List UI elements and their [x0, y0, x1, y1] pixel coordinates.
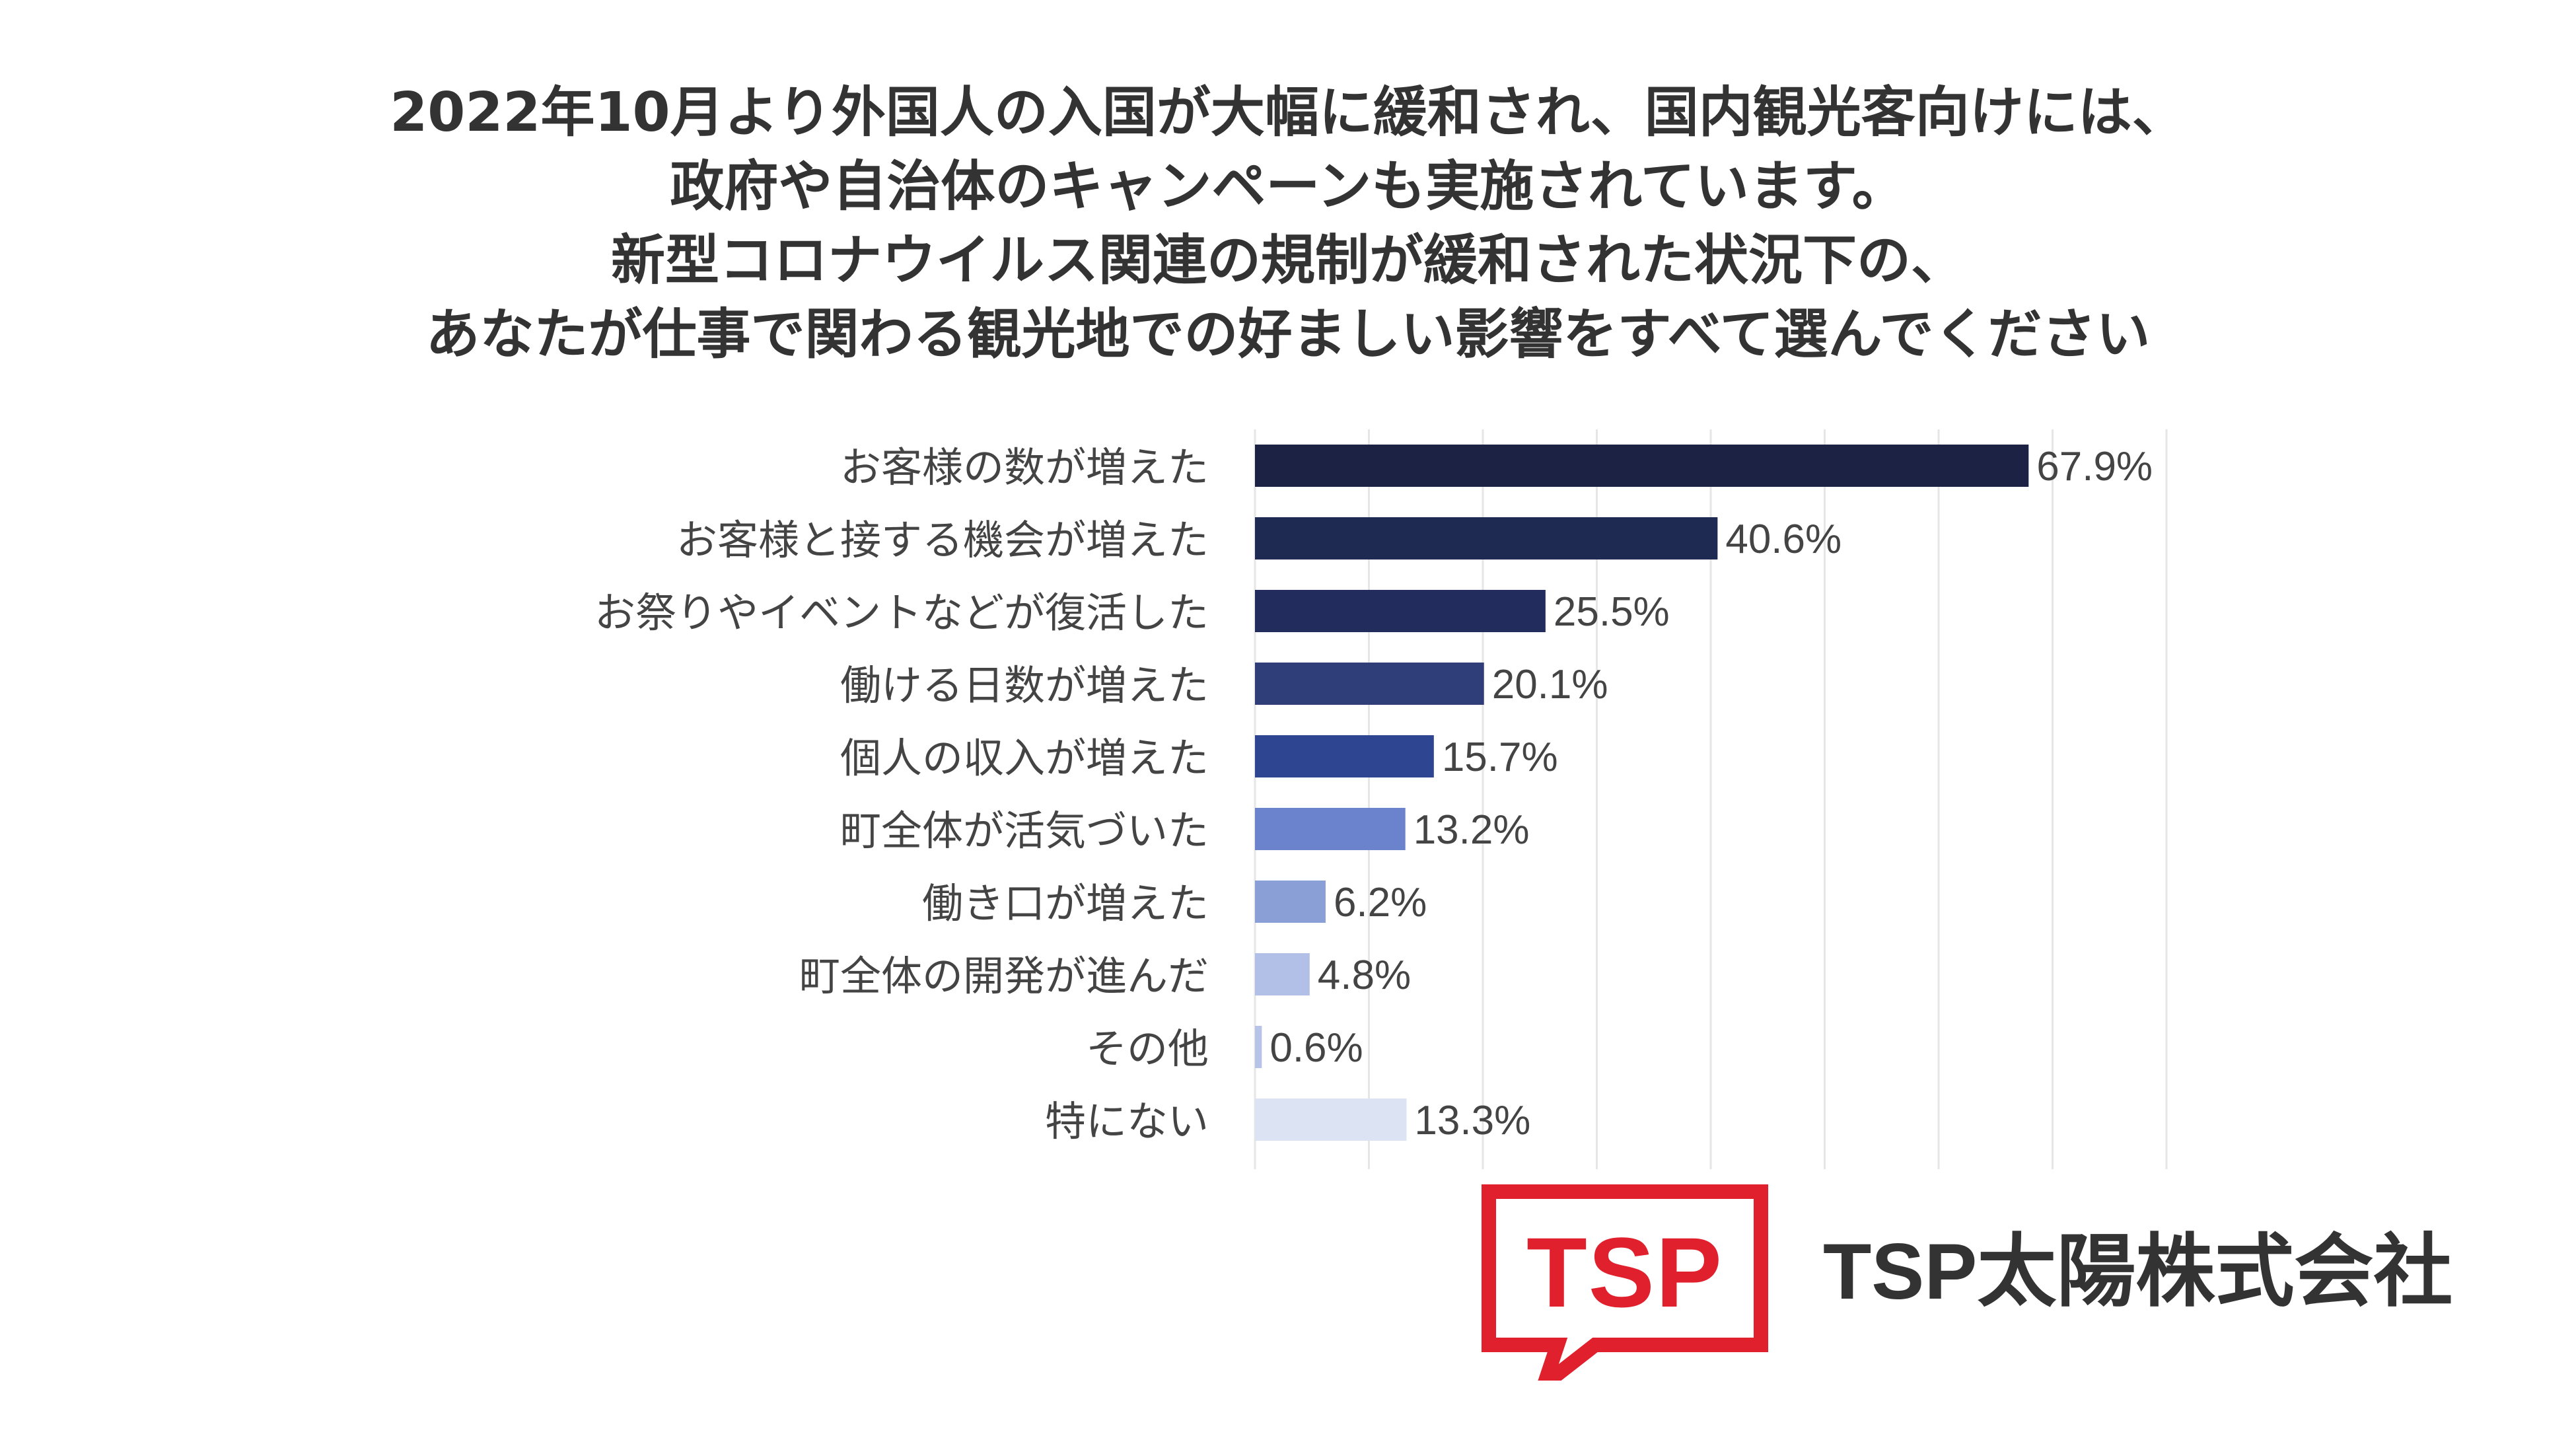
bar	[1255, 517, 1718, 559]
category-label: その他	[1086, 1025, 1209, 1073]
category-label: 特にない	[1045, 1097, 1209, 1145]
bar	[1255, 1099, 1407, 1141]
bars	[1255, 445, 2029, 1141]
category-label: お祭りやイベントなどが復活した	[594, 589, 1209, 637]
category-labels: お客様の数が増えたお客様と接する機会が増えたお祭りやイベントなどが復活した働ける…	[594, 443, 1209, 1145]
chart-title: 2022年10月より外国人の入国が大幅に緩和され、国内観光客向けには、 政府や自…	[0, 76, 2576, 372]
value-label: 15.7%	[1442, 735, 1558, 780]
logo-mark-text: TSP	[1526, 1217, 1723, 1328]
title-line-1: 2022年10月より外国人の入国が大幅に緩和され、国内観光客向けには、	[390, 81, 2186, 144]
bar	[1255, 953, 1310, 995]
bar	[1255, 735, 1434, 777]
logo-speech-bubble-icon	[1482, 1184, 1768, 1381]
value-label: 40.6%	[1725, 517, 1842, 562]
company-logo: TSP TSP太陽株式会社	[1480, 1182, 2470, 1400]
company-name: TSP太陽株式会社	[1823, 1227, 2453, 1316]
category-label: 働き口が増えた	[922, 879, 1209, 927]
title-line-4: あなたが仕事で関わる観光地での好ましい影響をすべて選んでください	[425, 303, 2151, 366]
category-label: 町全体が活気づいた	[840, 807, 1209, 855]
bar	[1255, 881, 1326, 923]
bar	[1255, 808, 1406, 850]
value-label: 0.6%	[1270, 1025, 1363, 1071]
bar	[1255, 445, 2029, 487]
category-label: 町全体の開発が進んだ	[799, 952, 1209, 1000]
category-label: お客様と接する機会が増えた	[676, 516, 1209, 564]
value-label: 20.1%	[1492, 662, 1608, 707]
bar	[1255, 590, 1546, 632]
category-label: 個人の収入が増えた	[840, 734, 1209, 782]
bar	[1255, 1026, 1262, 1068]
value-label: 67.9%	[2036, 444, 2153, 489]
category-label: お客様の数が増えた	[840, 443, 1209, 491]
title-line-2: 政府や自治体のキャンペーンも実施されています。	[670, 155, 1906, 218]
category-label: 働ける日数が増えた	[840, 661, 1209, 709]
value-label: 4.8%	[1318, 953, 1411, 998]
title-line-3: 新型コロナウイルス関連の規制が緩和された状況下の、	[610, 229, 1965, 292]
value-labels: 67.9% 40.6% 25.5% 20.1% 15.7% 13.2% 6.2% 4.8% 0.…	[1270, 444, 2153, 1143]
value-label: 25.5%	[1554, 589, 1670, 635]
value-label: 6.2%	[1334, 880, 1427, 925]
bar	[1255, 663, 1484, 705]
value-label: 13.2%	[1413, 807, 1530, 853]
value-label: 13.3%	[1414, 1098, 1530, 1143]
